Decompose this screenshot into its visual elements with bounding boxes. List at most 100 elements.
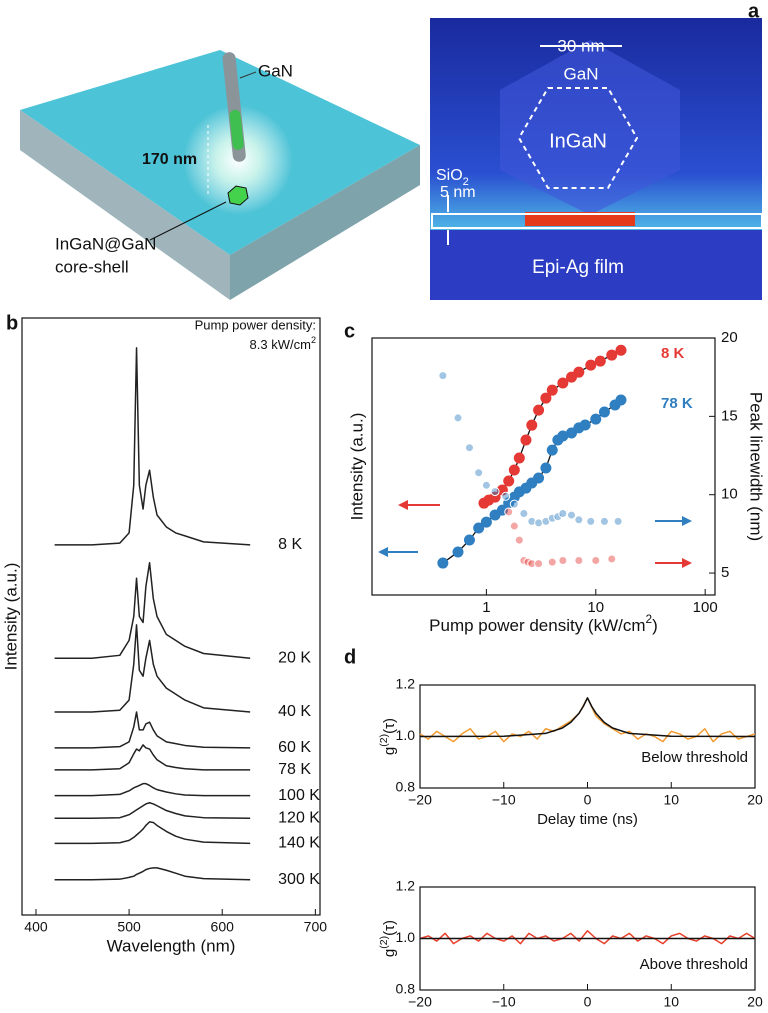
data-point: [503, 475, 515, 487]
panel-label: b: [6, 312, 18, 334]
y-axis-label-main: g: [381, 747, 398, 755]
x-tick-label: 10: [663, 994, 679, 1008]
data-point: [480, 516, 492, 528]
plot-frame: [21, 317, 321, 916]
data-point: [594, 355, 606, 367]
series-label: 120 K: [278, 810, 320, 827]
data-point: [606, 349, 618, 361]
data-point: [490, 487, 500, 497]
data-point: [547, 557, 557, 567]
series-line: [54, 624, 251, 713]
core-outline: [517, 87, 639, 189]
series-line: [419, 697, 756, 738]
series-line: [54, 782, 251, 797]
label: 30 nm: [557, 36, 604, 55]
series-label: 78 K: [661, 395, 693, 412]
series-label: 100 K: [278, 787, 320, 804]
label: GaN: [564, 64, 599, 83]
y-axis-label: g(2)(τ): [378, 920, 398, 957]
data-point: [607, 554, 617, 564]
data-point: [574, 556, 584, 566]
data-point: [586, 516, 596, 526]
data-point: [591, 556, 601, 566]
annotation-main: 8.3 kW/cm: [250, 337, 311, 352]
series-label: 300 K: [278, 871, 320, 888]
label: InGaN: [549, 130, 607, 152]
data-point: [519, 509, 529, 519]
y-axis-label-tail: (τ): [381, 718, 398, 734]
arrowhead: [682, 558, 692, 568]
y-axis-label-sup: (2): [378, 734, 390, 747]
data-point: [501, 491, 511, 501]
x-axis-label: Wavelength (nm): [107, 936, 236, 955]
data-point: [452, 546, 464, 558]
data-point: [558, 556, 568, 566]
data-point: [546, 444, 558, 456]
arrowhead: [398, 500, 408, 510]
data-point: [474, 468, 484, 478]
label: GaN: [258, 61, 293, 80]
label: InGaN@GaN: [55, 234, 156, 253]
y-tick-label: 1.0: [396, 727, 416, 743]
data-point: [526, 419, 538, 431]
data-point: [464, 443, 474, 453]
label-sub: 2: [463, 176, 469, 188]
x-tick-label: 600: [211, 919, 235, 935]
shell: [500, 40, 680, 215]
x-tick-label: 20: [747, 994, 763, 1008]
data-point: [513, 452, 525, 464]
annotation-sup: 2: [311, 335, 316, 345]
data-point: [567, 510, 577, 520]
y-axis-label-tail: (τ): [381, 920, 398, 936]
panel-label: a: [748, 0, 760, 22]
data-point: [527, 559, 537, 569]
label: 5 nm: [440, 184, 476, 201]
x-tick-label: 700: [304, 919, 328, 935]
label: Epi-Ag film: [532, 257, 624, 278]
y2-tick-label: 20: [721, 329, 738, 346]
data-point: [533, 472, 545, 484]
data-point: [540, 392, 552, 404]
nanowire-illustration: GaN 170 nm InGaN@GaN core-shell: [20, 50, 420, 300]
data-point: [533, 404, 545, 416]
plot-frame: [371, 337, 716, 596]
x-tick-label: 10: [587, 599, 604, 616]
panel-label: c: [344, 320, 355, 342]
hot-spot: [525, 212, 635, 226]
data-point: [540, 462, 552, 474]
x-axis-label: Pump power density (kW/cm2): [429, 612, 658, 635]
data-point: [481, 480, 491, 490]
y-axis-label: g(2)(τ): [378, 718, 398, 755]
series-label: 20 K: [278, 650, 311, 667]
label: SiO2: [436, 167, 469, 188]
y-tick-label: 1.2: [396, 878, 416, 894]
series-line: [54, 562, 251, 660]
data-point: [509, 499, 519, 509]
y2-tick-label: 15: [721, 407, 738, 424]
silver-film: [430, 230, 762, 300]
nanowire-core: [229, 109, 244, 150]
data-point: [453, 413, 463, 423]
label: core-shell: [55, 257, 129, 276]
leader: [149, 201, 227, 241]
data-point: [598, 406, 610, 418]
x-tick-label: 10: [663, 792, 679, 808]
x-tick-label: −20: [408, 792, 432, 808]
x-tick-label: −10: [492, 994, 516, 1008]
label: 170 nm: [142, 151, 197, 168]
series-label: 8 K: [278, 536, 302, 553]
series-line: [419, 697, 756, 743]
oxide-layer: [431, 213, 763, 229]
data-point: [514, 535, 524, 545]
x-axis-label-main: Pump power density (kW/cm: [429, 616, 645, 635]
data-point: [558, 509, 568, 519]
x-axis-label-tail: ): [652, 616, 658, 635]
data-point: [613, 516, 623, 526]
data-point: [590, 413, 602, 425]
data-point: [553, 512, 563, 522]
data-point: [437, 557, 449, 569]
y-axis-label-sup: (2): [378, 936, 390, 949]
data-point: [615, 394, 627, 406]
